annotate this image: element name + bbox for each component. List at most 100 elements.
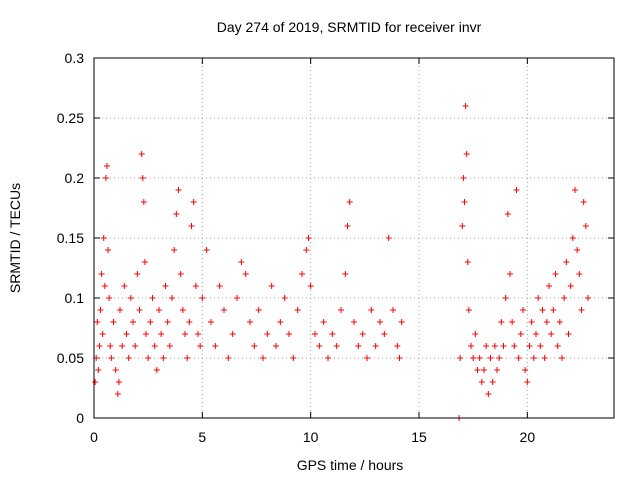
data-point [344, 223, 351, 229]
plot-frame [93, 57, 615, 419]
data-point [325, 355, 331, 361]
data-point [169, 295, 175, 301]
data-point [351, 319, 357, 325]
data-point [238, 259, 245, 265]
chart-title: Day 274 of 2019, SRMTID for receiver inv… [217, 19, 482, 35]
data-point [123, 331, 130, 337]
data-point [513, 187, 520, 193]
data-point [184, 355, 191, 361]
data-point [147, 319, 154, 325]
data-point [208, 319, 214, 325]
data-point [277, 319, 284, 325]
data-point [500, 343, 507, 349]
data-point [99, 331, 106, 337]
data-point [569, 235, 576, 241]
data-point [377, 319, 383, 325]
y-tick-label: 0.05 [57, 350, 84, 366]
data-point [582, 223, 589, 229]
data-point [565, 331, 572, 337]
data-point [576, 271, 583, 277]
data-point [97, 307, 104, 313]
data-point [143, 331, 149, 337]
data-point [299, 271, 305, 277]
data-point [520, 307, 526, 313]
x-tick-label: 5 [198, 429, 206, 445]
data-point [459, 223, 466, 229]
data-point [574, 247, 581, 253]
data-point [457, 355, 464, 361]
data-point [115, 379, 122, 385]
data-point [108, 355, 115, 361]
data-point [305, 235, 312, 241]
data-point [140, 199, 147, 205]
data-point [197, 343, 204, 349]
data-point [372, 343, 379, 349]
data-point [539, 307, 546, 313]
data-point [394, 343, 401, 349]
data-point [104, 163, 110, 169]
data-point [491, 343, 498, 349]
data-point [96, 343, 103, 349]
data-point [264, 331, 271, 337]
data-point [489, 379, 496, 385]
data-point [517, 331, 524, 337]
data-point [162, 283, 169, 289]
data-point [105, 247, 112, 253]
data-point [312, 331, 318, 337]
x-tick-label: 15 [411, 429, 427, 445]
data-point [212, 343, 219, 349]
data-point [112, 367, 119, 373]
data-point [578, 307, 585, 313]
data-point [460, 175, 467, 181]
data-point [173, 211, 180, 217]
data-point [98, 271, 105, 277]
data-point [166, 343, 173, 349]
data-point [530, 355, 537, 361]
data-point [286, 331, 292, 337]
data-point [364, 355, 370, 361]
data-point [192, 283, 199, 289]
data-point [494, 367, 500, 373]
data-point [548, 331, 555, 337]
data-point [132, 343, 139, 349]
data-point [470, 355, 477, 361]
data-point [487, 355, 494, 361]
data-point [507, 271, 513, 277]
data-point [225, 355, 232, 361]
data-point [316, 343, 323, 349]
data-point [559, 355, 565, 361]
data-point [563, 259, 570, 265]
data-point [101, 283, 108, 289]
x-axis-label: GPS time / hours [297, 457, 404, 473]
data-point [396, 355, 403, 361]
data-point [134, 271, 141, 277]
data-point [221, 307, 227, 313]
data-point [127, 295, 134, 301]
data-point [481, 367, 487, 373]
data-point [294, 307, 301, 313]
data-point [535, 295, 542, 301]
data-point [359, 331, 366, 337]
data-point [509, 319, 516, 325]
data-point [247, 319, 253, 325]
data-point [385, 235, 392, 241]
data-point [465, 307, 472, 313]
data-point [498, 319, 505, 325]
ticks-layer: 0 5 10 15 20 0 0.05 0.1 0.15 0.2 0.25 0.3 [57, 50, 614, 445]
x-tick-label: 20 [520, 429, 536, 445]
data-point [307, 283, 314, 289]
data-point [188, 223, 195, 229]
data-point [368, 307, 375, 313]
data-point [546, 283, 552, 289]
data-point [474, 367, 481, 373]
data-point [483, 343, 490, 349]
data-point [585, 295, 591, 301]
data-point [268, 283, 275, 289]
data-point [234, 295, 240, 301]
data-point [398, 319, 405, 325]
data-point [333, 343, 340, 349]
data-point [251, 343, 258, 349]
data-point [242, 271, 249, 277]
data-point [199, 295, 206, 301]
y-tick-label: 0.3 [65, 50, 85, 66]
